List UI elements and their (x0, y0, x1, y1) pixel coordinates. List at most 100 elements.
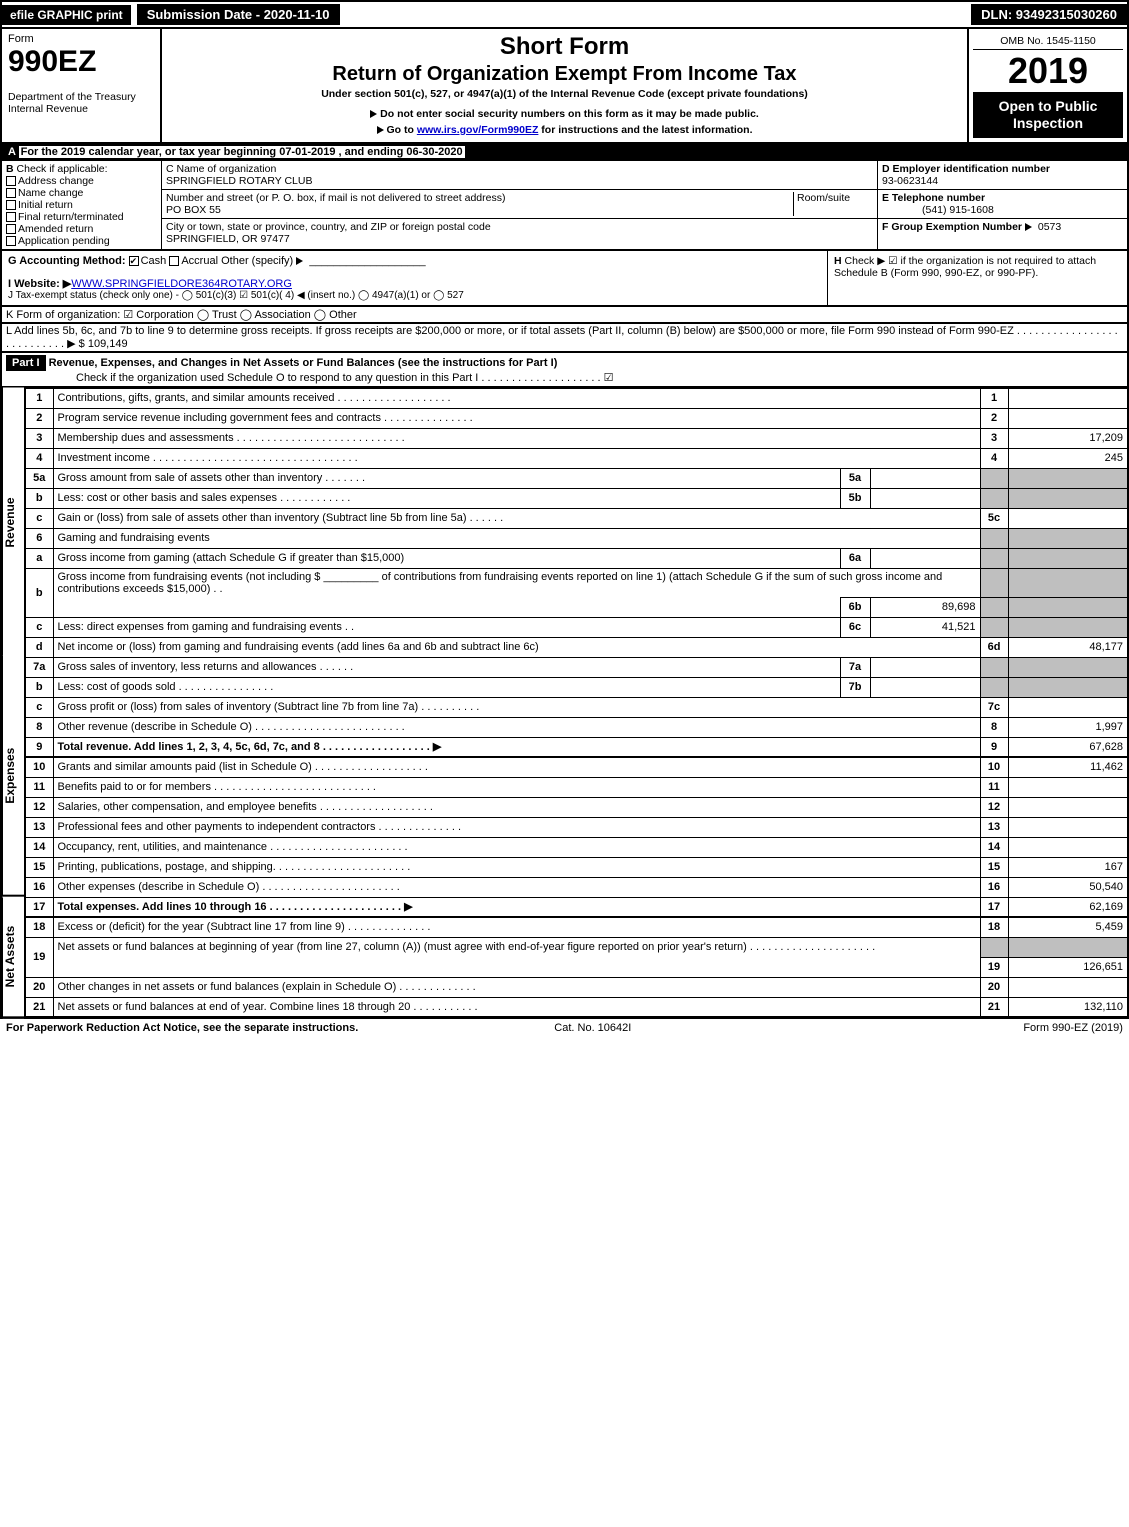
name-label: C Name of organization (166, 163, 276, 175)
efile-button[interactable]: efile GRAPHIC print (2, 5, 131, 25)
checkbox-final-return[interactable] (6, 212, 16, 222)
val-6c: 41,521 (870, 617, 980, 637)
irs-link[interactable]: www.irs.gov/Form990EZ (417, 124, 539, 136)
ein-label: D Employer identification number (882, 163, 1050, 175)
city-label: City or town, state or province, country… (166, 221, 491, 233)
part1-title: Revenue, Expenses, and Changes in Net As… (49, 357, 558, 369)
tax-year: 2019 (973, 50, 1123, 92)
line-6b1: Gross income from fundraising events (no… (58, 571, 321, 583)
tel-label: E Telephone number (882, 192, 985, 204)
line-21: Net assets or fund balances at end of ye… (53, 997, 980, 1017)
under-section: Under section 501(c), 527, or 4947(a)(1)… (172, 88, 957, 100)
val-4: 245 (1008, 448, 1128, 468)
line-6c: Less: direct expenses from gaming and fu… (53, 617, 840, 637)
ein-value: 93-0623144 (882, 175, 938, 187)
checkbox-accrual[interactable] (169, 256, 179, 266)
checkbox-address-change[interactable] (6, 176, 16, 186)
opt-name: Name change (18, 187, 83, 199)
line-8: Other revenue (describe in Schedule O) .… (53, 717, 980, 737)
i-label: I Website: ▶ (8, 278, 71, 290)
line-14: Occupancy, rent, utilities, and maintena… (53, 837, 980, 857)
opt-pending: Application pending (18, 235, 110, 247)
org-city: SPRINGFIELD, OR 97477 (166, 233, 290, 245)
section-a-label: A (8, 146, 19, 158)
line-2: Program service revenue including govern… (53, 408, 980, 428)
checkbox-cash[interactable] (129, 256, 139, 266)
arrow-icon (296, 257, 303, 265)
check-applicable: Check if applicable: (17, 163, 108, 175)
org-name: SPRINGFIELD ROTARY CLUB (166, 175, 312, 187)
side-expenses: Expenses (2, 656, 24, 897)
grp-label: F Group Exemption Number (882, 221, 1022, 233)
part1-tag: Part I (6, 355, 46, 371)
l-line: L Add lines 5b, 6c, and 7b to line 9 to … (0, 324, 1129, 353)
goto-post: for instructions and the latest informat… (538, 124, 752, 136)
checkbox-initial-return[interactable] (6, 200, 16, 210)
form-header: Form 990EZ Department of the Treasury In… (0, 29, 1129, 144)
val-9: 67,628 (1008, 737, 1128, 757)
line-15: Printing, publications, postage, and shi… (53, 857, 980, 877)
line-6: Gaming and fundraising events (53, 528, 980, 548)
open-public: Open to Public Inspection (973, 92, 1123, 138)
g-label: G Accounting Method: (8, 255, 126, 267)
dln-label: DLN: 93492315030260 (971, 4, 1127, 25)
submission-date: Submission Date - 2020-11-10 (135, 2, 342, 27)
h-text: Check ▶ ☑ if the organization is not req… (834, 255, 1096, 279)
short-form-title: Short Form (172, 33, 957, 61)
line-17: Total expenses. Add lines 10 through 16 … (58, 901, 413, 913)
omb-number: OMB No. 1545-1150 (973, 33, 1123, 50)
val-19: 126,651 (1008, 957, 1128, 977)
val-6d: 48,177 (1008, 637, 1128, 657)
arrow-icon (370, 110, 377, 118)
checkbox-amended[interactable] (6, 224, 16, 234)
irs-label: Internal Revenue (8, 103, 154, 115)
footer-left: For Paperwork Reduction Act Notice, see … (6, 1022, 358, 1034)
line-6d: Net income or (loss) from gaming and fun… (53, 637, 980, 657)
l-text: L Add lines 5b, 6c, and 7b to line 9 to … (6, 325, 1118, 350)
addr-label: Number and street (or P. O. box, if mail… (166, 192, 505, 204)
val-16: 50,540 (1008, 877, 1128, 897)
line-20: Other changes in net assets or fund bala… (53, 977, 980, 997)
side-netassets: Net Assets (2, 897, 24, 1018)
footer-right: Form 990-EZ (2019) (1023, 1022, 1123, 1034)
main-title: Return of Organization Exempt From Incom… (172, 63, 957, 86)
arrow-icon (1025, 223, 1032, 231)
opt-final: Final return/terminated (18, 211, 124, 223)
g-accrual: Accrual (181, 255, 218, 267)
section-c: C Name of organizationSPRINGFIELD ROTARY… (162, 161, 877, 249)
goto-pre: Go to (387, 124, 417, 136)
grp-value: 0573 (1038, 221, 1061, 233)
line-9: Total revenue. Add lines 1, 2, 3, 4, 5c,… (58, 741, 442, 753)
opt-address: Address change (18, 175, 94, 187)
section-b: B Check if applicable: Address change Na… (2, 161, 162, 249)
g-other: Other (specify) (221, 255, 293, 267)
j-line: J Tax-exempt status (check only one) - ◯… (8, 290, 821, 301)
val-17: 62,169 (1008, 897, 1128, 917)
arrow-icon (377, 126, 384, 134)
period-row: A For the 2019 calendar year, or tax yea… (0, 144, 1129, 161)
line-4: Investment income . . . . . . . . . . . … (53, 448, 980, 468)
checkbox-pending[interactable] (6, 236, 16, 246)
line-18: Excess or (deficit) for the year (Subtra… (53, 917, 980, 937)
website-link[interactable]: WWW.SPRINGFIELDORE364ROTARY.ORG (71, 278, 292, 290)
footer: For Paperwork Reduction Act Notice, see … (0, 1018, 1129, 1037)
val-6b: 89,698 (870, 597, 980, 617)
line-11: Benefits paid to or for members . . . . … (53, 777, 980, 797)
gh-block: G Accounting Method: Cash Accrual Other … (0, 251, 1129, 307)
line-7a: Gross sales of inventory, less returns a… (53, 657, 840, 677)
val-21: 132,110 (1008, 997, 1128, 1017)
line-7b: Less: cost of goods sold . . . . . . . .… (53, 677, 840, 697)
line-3: Membership dues and assessments . . . . … (53, 428, 980, 448)
k-line: K Form of organization: ☑ Corporation ◯ … (0, 307, 1129, 324)
g-cash: Cash (141, 255, 167, 267)
line-12: Salaries, other compensation, and employ… (53, 797, 980, 817)
line-16: Other expenses (describe in Schedule O) … (53, 877, 980, 897)
line-5b: Less: cost or other basis and sales expe… (53, 488, 840, 508)
part1-check: Check if the organization used Schedule … (6, 372, 614, 384)
tel-value: (541) 915-1608 (882, 204, 994, 216)
line-5a: Gross amount from sale of assets other t… (53, 468, 840, 488)
footer-cat: Cat. No. 10642I (554, 1022, 631, 1034)
l-amount: $ 109,149 (79, 338, 128, 350)
val-8: 1,997 (1008, 717, 1128, 737)
checkbox-name-change[interactable] (6, 188, 16, 198)
